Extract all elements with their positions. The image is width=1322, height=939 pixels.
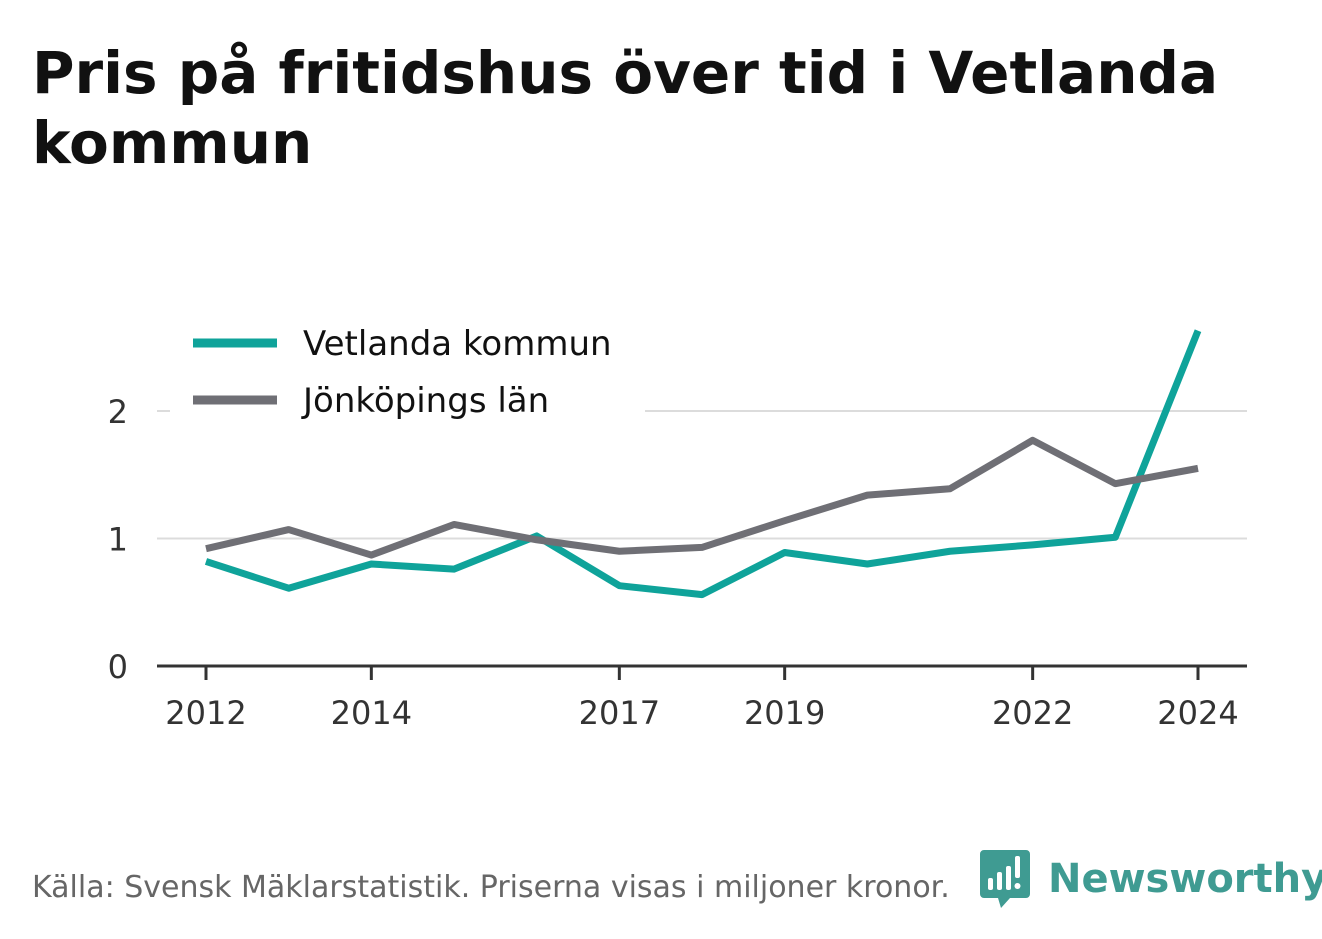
- legend-background: [170, 316, 645, 428]
- chart-title: Pris på fritidshus över tid i Vetlanda k…: [32, 39, 1219, 177]
- legend: Vetlanda kommun Jönköpings län: [170, 316, 645, 428]
- series-lines: [204, 329, 1202, 599]
- bar-chart-speech-bubble-icon: [980, 850, 1030, 908]
- x-tick-label: 2012: [165, 694, 246, 732]
- x-tick-label: 2017: [579, 694, 660, 732]
- brand-logo: Newsworthy: [980, 848, 1322, 910]
- x-tick-label: 2014: [331, 694, 412, 732]
- series-line-vetlanda: [204, 329, 1202, 599]
- x-tick-label: 2024: [1157, 694, 1238, 732]
- legend-label: Jönköpings län: [301, 381, 549, 421]
- y-tick-label: 1: [108, 521, 128, 559]
- legend-label: Vetlanda kommun: [303, 324, 612, 364]
- source-note: Källa: Svensk Mäklarstatistik. Priserna …: [32, 870, 950, 905]
- brand-name: Newsworthy: [1048, 856, 1322, 902]
- y-tick-label: 2: [108, 393, 128, 431]
- x-tick-label: 2022: [992, 694, 1073, 732]
- x-tick-label: 2019: [744, 694, 825, 732]
- series-line-jonkoping: [205, 436, 1199, 559]
- grid-lines: [157, 410, 1247, 540]
- axes: 0 1 2 2012 2014 2017 2019 2022 2024: [108, 393, 1247, 732]
- y-tick-label: 0: [108, 648, 128, 686]
